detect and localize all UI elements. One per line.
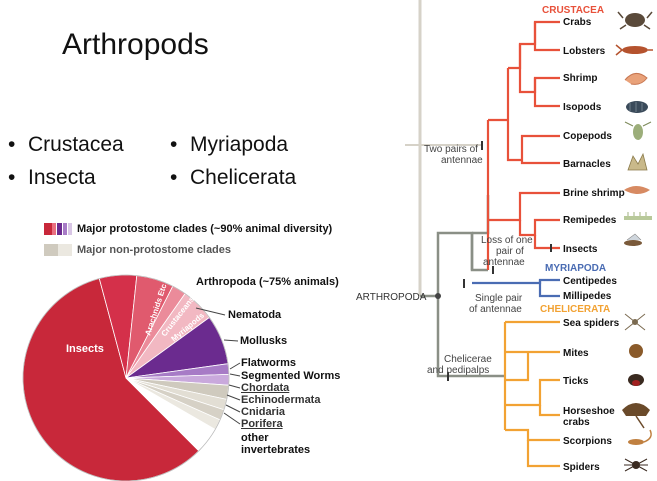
taxon-ticks: Ticks xyxy=(563,376,589,387)
pie-label-echinodermata: Echinodermata xyxy=(241,394,321,406)
taxon-horseshoe-2: crabs xyxy=(563,417,590,428)
node-two-pairs-1: Two pairs of xyxy=(424,144,478,155)
taxon-millipedes: Millipedes xyxy=(563,291,612,302)
copepod-icon xyxy=(624,121,652,140)
lobster-icon xyxy=(615,44,653,56)
bullet-text: Chelicerata xyxy=(190,166,297,189)
leader-nematoda xyxy=(195,307,226,316)
taxon-copepods: Copepods xyxy=(563,131,612,142)
taxon-horseshoe-1: Horseshoe xyxy=(563,406,615,417)
legend-swatch-protostome xyxy=(44,223,72,235)
bullet-myriapoda: • Myriapoda xyxy=(170,133,288,157)
legend-label-nonprotostome: Major non-protostome clades xyxy=(77,244,232,256)
node-chel-2: and pedipalps xyxy=(427,365,489,376)
pie-outline xyxy=(22,274,230,481)
chelicerata-branches xyxy=(503,320,560,468)
myriapoda-branches xyxy=(472,278,560,298)
diversity-pie: Insects Arachnids Etc Crustaceans Myriap… xyxy=(22,274,241,481)
pie-label-arthropoda: Arthropoda (~75% animals) xyxy=(196,276,339,288)
node-single-1: Single pair xyxy=(475,293,523,304)
scorpion-icon xyxy=(628,429,652,445)
taxon-sea-spiders: Sea spiders xyxy=(563,318,620,329)
pie-label-mollusks: Mollusks xyxy=(240,335,288,347)
clade-arthropoda: ARTHROPODA xyxy=(356,292,427,303)
pie-label-segmented-worms: Segmented Worms xyxy=(241,370,341,382)
barnacle-icon xyxy=(627,152,648,171)
node-loss-1: Loss of one xyxy=(481,235,533,246)
bullet-insecta: • Insecta xyxy=(8,166,96,190)
leader-mollusks xyxy=(223,339,239,342)
bullet-text: Crustacea xyxy=(28,133,124,156)
shrimp-icon xyxy=(624,73,648,85)
arthropod-phylogeny: CRUSTACEA MYRIAPODA CHELICERATA ARTHROPO… xyxy=(356,0,653,473)
taxon-barnacles: Barnacles xyxy=(563,159,611,170)
legend-label-protostome: Major protostome clades (~90% animal div… xyxy=(77,223,333,235)
brine-shrimp-icon xyxy=(624,186,650,194)
bullet-dot: • xyxy=(8,133,16,156)
crustacea-branches xyxy=(486,20,560,270)
leader-porifera xyxy=(223,412,241,425)
bullet-text: Insecta xyxy=(28,166,96,189)
legend-swatch-nonprotostome xyxy=(44,244,72,256)
bullet-text: Myriapoda xyxy=(190,133,289,156)
mite-icon xyxy=(629,344,643,358)
pie-label-porifera: Porifera xyxy=(241,418,283,430)
horseshoe-crab-icon xyxy=(622,403,650,429)
clade-chelicerata: CHELICERATA xyxy=(540,304,610,315)
taxon-crabs: Crabs xyxy=(563,17,592,28)
sea-spider-icon xyxy=(624,313,646,331)
isopod-icon xyxy=(626,101,648,113)
bullet-dot: • xyxy=(8,166,16,189)
tick-icon xyxy=(628,374,644,386)
taxon-isopods: Isopods xyxy=(563,102,602,113)
pie-label-other: other xyxy=(241,432,269,444)
taxon-insects: Insects xyxy=(563,244,598,255)
spider-icon xyxy=(624,458,648,472)
crab-icon xyxy=(617,11,653,30)
taxon-remipedes: Remipedes xyxy=(563,215,617,226)
clade-crustacea: CRUSTACEA xyxy=(542,5,604,16)
leader-segmented xyxy=(229,373,241,377)
pie-label-invertebrates: invertebrates xyxy=(241,444,311,456)
leader-chordata xyxy=(228,384,241,389)
node-chel-1: Chelicerae xyxy=(444,354,492,365)
taxon-scorpions: Scorpions xyxy=(563,436,612,447)
node-single-2: of antennae xyxy=(469,304,522,315)
taxon-brine-shrimp: Brine shrimp xyxy=(563,188,625,199)
synapomorphy-ticks xyxy=(447,141,552,381)
taxon-lobsters: Lobsters xyxy=(563,46,606,57)
pie-label-nematoda: Nematoda xyxy=(228,309,282,321)
pie-label-cnidaria: Cnidaria xyxy=(241,406,286,418)
leader-flatworms xyxy=(229,362,241,370)
trunk-branches xyxy=(420,195,505,378)
node-loss-3: antennae xyxy=(483,257,525,268)
clade-myriapoda: MYRIAPODA xyxy=(545,263,606,274)
bullet-chelicerata: • Chelicerata xyxy=(170,166,296,190)
insect-icon xyxy=(624,233,642,246)
root-node xyxy=(435,293,441,299)
taxon-centipedes: Centipedes xyxy=(563,276,617,287)
remipede-icon xyxy=(624,212,652,220)
leader-cnidaria xyxy=(225,404,241,413)
pie-label-chordata: Chordata xyxy=(241,382,290,394)
taxon-mites: Mites xyxy=(563,348,589,359)
bullet-crustacea: • Crustacea xyxy=(8,133,124,157)
bullet-dot: • xyxy=(170,133,178,156)
node-two-pairs-2: antennae xyxy=(441,155,483,166)
pie-label-insects: Insects xyxy=(66,343,104,355)
node-loss-2: pair of xyxy=(496,246,524,257)
leader-echinodermata xyxy=(226,394,241,401)
taxon-spiders: Spiders xyxy=(563,462,600,473)
slide-title: Arthropods xyxy=(62,28,209,61)
pie-label-flatworms: Flatworms xyxy=(241,357,297,369)
taxon-shrimp: Shrimp xyxy=(563,73,597,84)
bullet-dot: • xyxy=(170,166,178,189)
